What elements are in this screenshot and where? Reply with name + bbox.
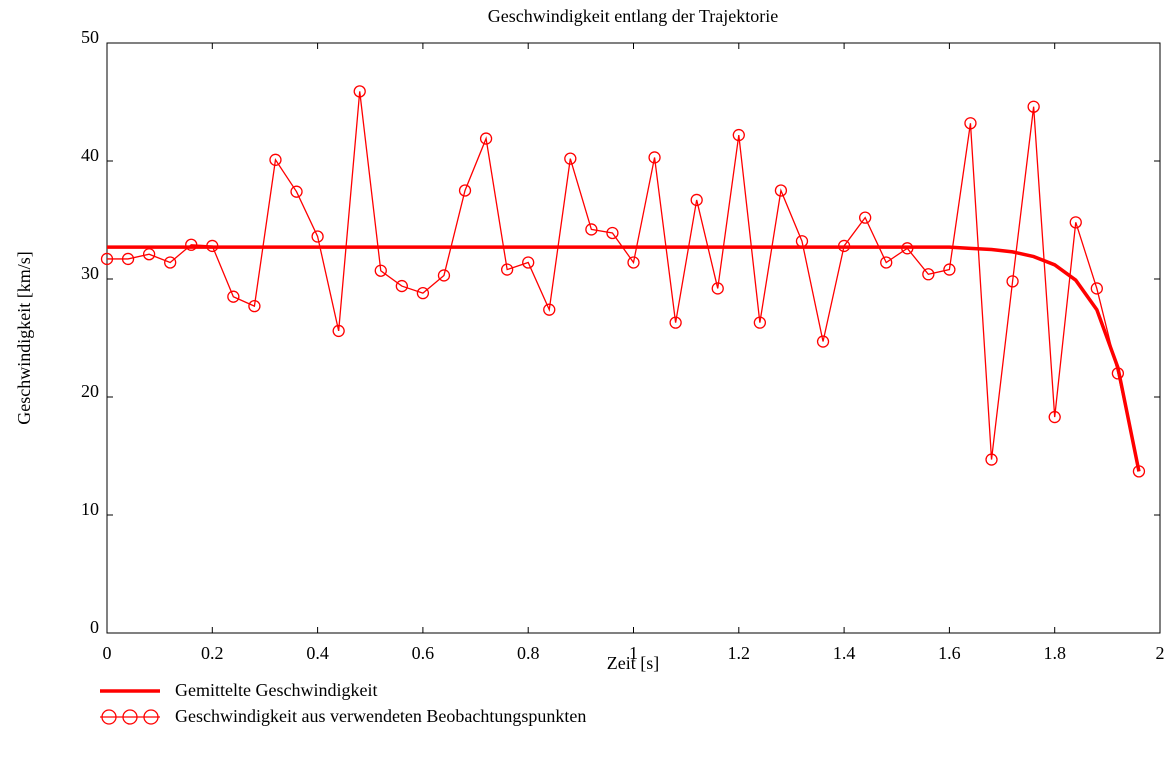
x-tick-label: 1.8 — [1043, 643, 1066, 663]
y-tick-label: 30 — [81, 263, 99, 283]
point-marker — [795, 235, 809, 248]
point-marker — [1090, 282, 1103, 295]
point-marker — [774, 184, 788, 197]
point-marker — [753, 316, 767, 329]
point-marker — [353, 85, 366, 98]
y-tick-label: 10 — [81, 499, 99, 519]
series-line — [107, 245, 1141, 472]
point-marker — [142, 248, 156, 261]
legend-label: Geschwindigkeit aus verwendeten Beobacht… — [175, 706, 586, 726]
point-marker — [311, 230, 324, 243]
point-marker — [1069, 216, 1082, 229]
point-marker — [164, 256, 177, 269]
chart-title: Geschwindigkeit entlang der Trajektorie — [488, 6, 778, 26]
point-marker — [522, 256, 535, 269]
legend-swatch — [122, 709, 138, 725]
x-tick-label: 0.4 — [306, 643, 329, 663]
point-marker — [437, 269, 451, 282]
y-tick-label: 50 — [81, 27, 99, 47]
legend-label: Gemittelte Geschwindigkeit — [175, 680, 377, 700]
point-marker — [690, 193, 703, 207]
point-marker — [416, 287, 430, 300]
series-line — [107, 91, 1140, 472]
point-marker — [901, 242, 914, 255]
point-marker — [711, 282, 724, 295]
x-tick-label: 1 — [629, 643, 638, 663]
point-marker — [732, 128, 745, 142]
point-marker — [458, 184, 472, 197]
x-tick-label: 0.2 — [201, 643, 224, 663]
point-marker — [395, 279, 408, 293]
point-marker — [585, 223, 598, 236]
point-marker — [627, 256, 640, 269]
point-marker — [332, 324, 345, 338]
point-marker — [227, 290, 240, 303]
plot-frame — [106, 42, 1161, 634]
point-marker — [922, 268, 935, 281]
x-tick-label: 0.6 — [412, 643, 435, 663]
x-axis-label: Zeit [s] — [607, 653, 659, 673]
point-marker — [543, 303, 556, 316]
x-tick-label: 0 — [103, 643, 112, 663]
x-tick-label: 0.8 — [517, 643, 540, 663]
point-marker — [100, 252, 114, 266]
point-marker — [1111, 367, 1125, 380]
point-marker — [648, 151, 661, 164]
point-marker — [943, 263, 956, 276]
y-tick-label: 20 — [81, 381, 99, 401]
point-marker — [859, 211, 872, 224]
point-marker — [269, 153, 282, 166]
point-marker — [880, 256, 893, 269]
point-marker — [479, 132, 493, 145]
point-marker — [606, 226, 619, 240]
point-marker — [564, 152, 577, 165]
point-marker — [374, 264, 387, 277]
y-axis-label: Geschwindigkeit [km/s] — [14, 251, 34, 424]
point-marker — [290, 185, 303, 198]
x-tick-label: 1.2 — [728, 643, 751, 663]
point-marker — [964, 117, 977, 130]
point-marker — [206, 239, 219, 253]
point-marker — [837, 239, 851, 253]
point-marker — [669, 316, 682, 329]
legend-swatch — [101, 709, 117, 725]
x-tick-label: 1.6 — [938, 643, 961, 663]
point-marker — [1048, 410, 1061, 424]
point-marker — [121, 252, 135, 266]
point-marker — [985, 453, 998, 466]
point-marker — [816, 335, 830, 348]
x-tick-label: 1.4 — [833, 643, 856, 663]
point-marker — [1132, 465, 1146, 478]
y-tick-label: 40 — [81, 145, 99, 165]
point-marker — [1006, 275, 1019, 288]
point-marker — [1027, 100, 1040, 113]
point-marker — [185, 238, 198, 251]
point-marker — [248, 299, 261, 313]
y-tick-label: 0 — [90, 617, 99, 637]
legend-swatch — [143, 709, 159, 725]
point-marker — [500, 263, 514, 276]
x-tick-label: 2 — [1156, 643, 1165, 663]
